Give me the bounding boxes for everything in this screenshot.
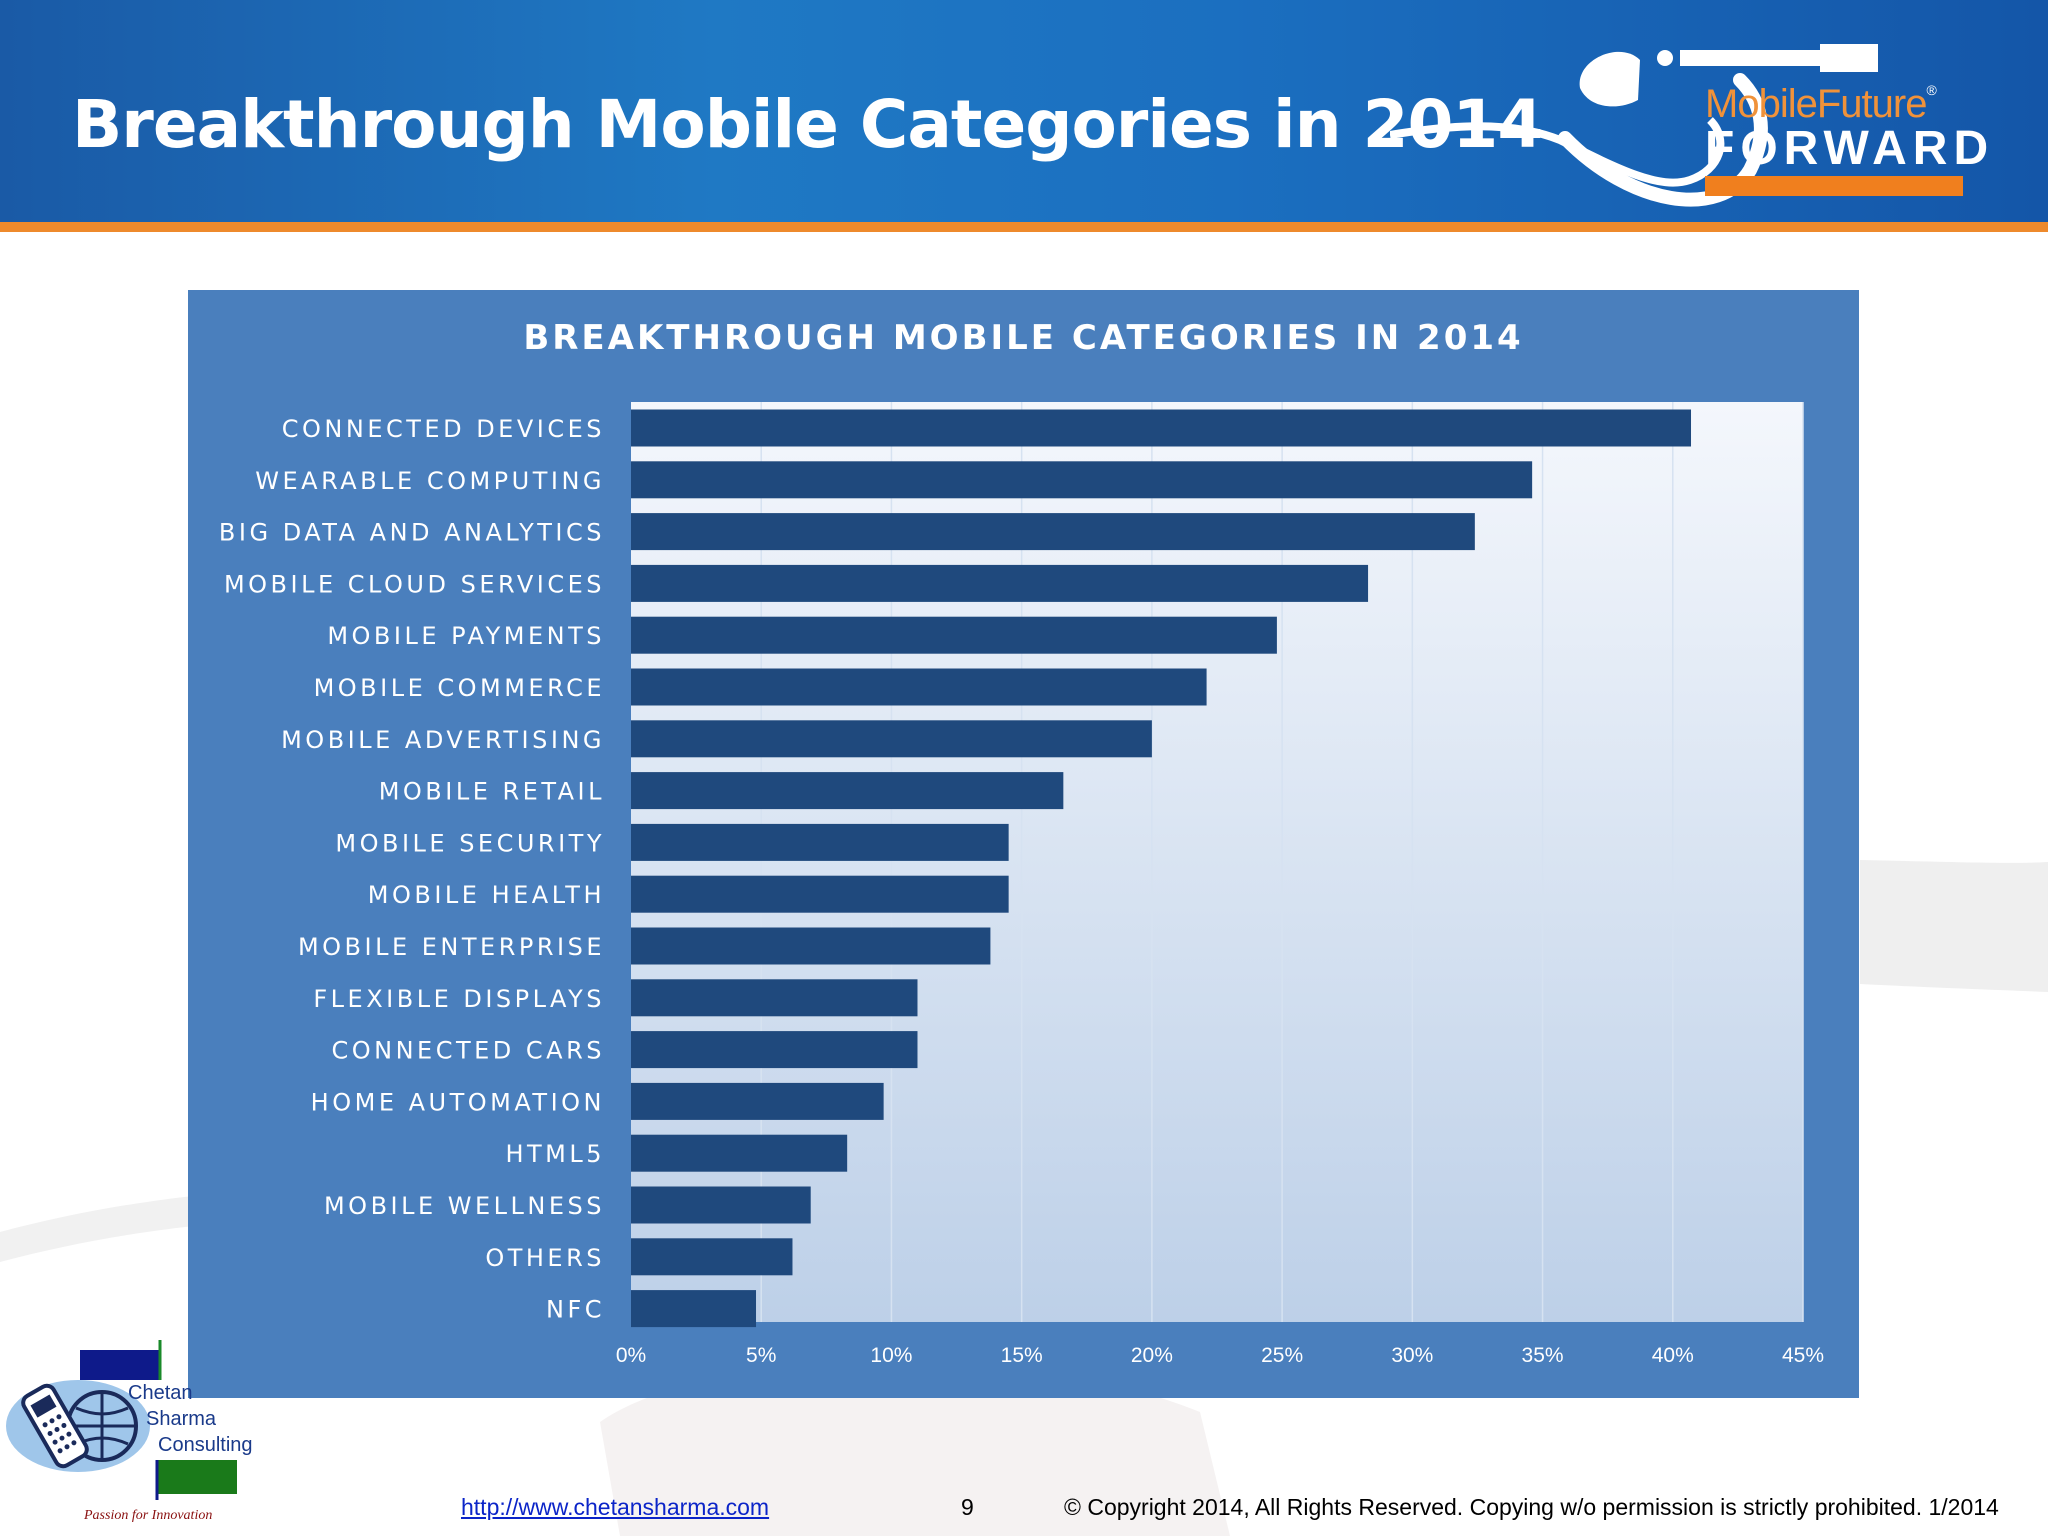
x-tick-label: 25% [1261, 1344, 1303, 1367]
page-number: 9 [961, 1494, 974, 1520]
company-name-line3: Consulting [158, 1434, 253, 1456]
bar [631, 1186, 811, 1224]
logo-trademark: ® [1926, 82, 1936, 98]
header-accent-stripe [0, 222, 2048, 232]
bar [631, 461, 1533, 499]
x-tick-label: 40% [1652, 1344, 1694, 1367]
category-label: HTML5 [505, 1140, 605, 1168]
bar [631, 1290, 757, 1328]
copyright-notice: © Copyright 2014, All Rights Reserved. C… [1064, 1494, 1999, 1520]
chart-panel: BREAKTHROUGH MOBILE CATEGORIES IN 2014 C… [188, 290, 1859, 1398]
category-label: MOBILE ADVERTISING [281, 726, 605, 754]
bar [631, 1134, 848, 1172]
bar [631, 875, 1009, 913]
bar [631, 668, 1207, 706]
category-label: BIG DATA AND ANALYTICS [219, 519, 605, 547]
logo-line1: MobileFuture [1705, 82, 1927, 126]
bar [631, 616, 1277, 654]
category-label: NFC [546, 1296, 605, 1324]
website-link[interactable]: http://www.chetansharma.com [461, 1494, 770, 1520]
category-label: CONNECTED CARS [332, 1037, 606, 1065]
bar [631, 564, 1369, 602]
x-tick-label: 30% [1391, 1344, 1433, 1367]
chetan-sharma-consulting-logo [6, 1340, 237, 1500]
bar [631, 1082, 884, 1120]
x-tick-label: 0% [616, 1344, 646, 1367]
category-label: WEARABLE COMPUTING [255, 467, 605, 495]
category-label: MOBILE COMMERCE [314, 674, 605, 702]
x-tick-label: 45% [1782, 1344, 1824, 1367]
bar [631, 927, 991, 965]
bar [631, 409, 1692, 447]
company-tagline: Passion for Innovation [84, 1508, 213, 1523]
category-label: CONNECTED DEVICES [282, 415, 605, 443]
category-label: MOBILE ENTERPRISE [298, 933, 605, 961]
logo-line2: FORWARD [1705, 122, 1995, 175]
chart-title: BREAKTHROUGH MOBILE CATEGORIES IN 2014 [523, 318, 1524, 358]
mobile-future-forward-logo: MobileFuture® FORWARD [1705, 82, 1995, 196]
category-label: MOBILE RETAIL [379, 778, 605, 806]
category-label: HOME AUTOMATION [311, 1088, 605, 1116]
logo-orange-bar [1705, 176, 1963, 196]
company-name-line1: Chetan [128, 1382, 193, 1404]
x-tick-label: 35% [1522, 1344, 1564, 1367]
bar [631, 979, 918, 1017]
x-tick-label: 20% [1131, 1344, 1173, 1367]
category-label: MOBILE CLOUD SERVICES [224, 570, 605, 598]
bar [631, 513, 1475, 551]
category-label: MOBILE SECURITY [335, 829, 605, 857]
company-name-line2: Sharma [146, 1408, 217, 1430]
bar [631, 1031, 918, 1069]
category-label: MOBILE WELLNESS [324, 1192, 605, 1220]
slide-title: Breakthrough Mobile Categories in 2014 [72, 86, 1543, 163]
category-label: FLEXIBLE DISPLAYS [313, 985, 605, 1013]
bar [631, 772, 1064, 810]
x-tick-label: 15% [1001, 1344, 1043, 1367]
bar [631, 823, 1009, 861]
company-name: Chetan Sharma Consulting [128, 1380, 278, 1458]
bar [631, 720, 1152, 758]
x-tick-label: 5% [746, 1344, 776, 1367]
category-label: MOBILE PAYMENTS [327, 622, 605, 650]
category-label: OTHERS [485, 1244, 605, 1272]
category-label: MOBILE HEALTH [368, 881, 605, 909]
bar-chart: CONNECTED DEVICES WEARABLE COMPUTING BIG D… [219, 402, 1824, 1367]
bar [631, 1238, 793, 1276]
x-tick-label: 10% [870, 1344, 912, 1367]
